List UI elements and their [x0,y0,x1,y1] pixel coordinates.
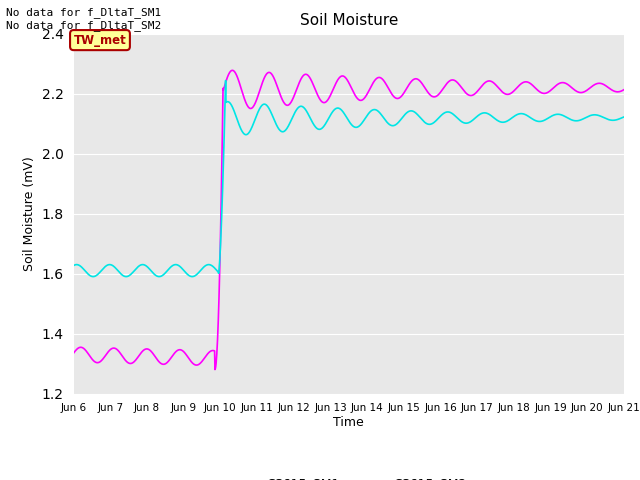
X-axis label: Time: Time [333,416,364,429]
CS615_SM1 [113,346,120,352]
Legend: CS615_SM1, CS615_SM2: CS615_SM1, CS615_SM2 [226,472,472,480]
CS615_SM2 [156,274,163,279]
CS615_SM1 [211,367,219,372]
CS615_SM1 [135,353,143,359]
Text: TW_met: TW_met [74,34,126,47]
CS615_SM2 [620,114,628,120]
CS615_SM2 [113,266,120,272]
CS615_SM2 [70,263,77,268]
CS615_SM2 [325,115,333,120]
CS615_SM2 [135,264,143,269]
CS615_SM1 [228,68,236,73]
Y-axis label: Soil Moisture (mV): Soil Moisture (mV) [23,156,36,271]
Line: CS615_SM2: CS615_SM2 [74,81,624,276]
CS615_SM1 [384,84,392,90]
CS615_SM2 [384,120,392,126]
CS615_SM2 [304,110,312,116]
CS615_SM2 [222,78,230,84]
CS615_SM1 [304,72,312,78]
CS615_SM1 [316,96,323,101]
Text: No data for f_DltaT_SM1
No data for f_DltaT_SM2: No data for f_DltaT_SM1 No data for f_Dl… [6,7,162,31]
Title: Soil Moisture: Soil Moisture [300,13,398,28]
CS615_SM1 [620,87,628,93]
CS615_SM1 [325,95,333,101]
CS615_SM1 [70,350,77,356]
Line: CS615_SM1: CS615_SM1 [74,71,624,370]
CS615_SM2 [316,126,323,132]
